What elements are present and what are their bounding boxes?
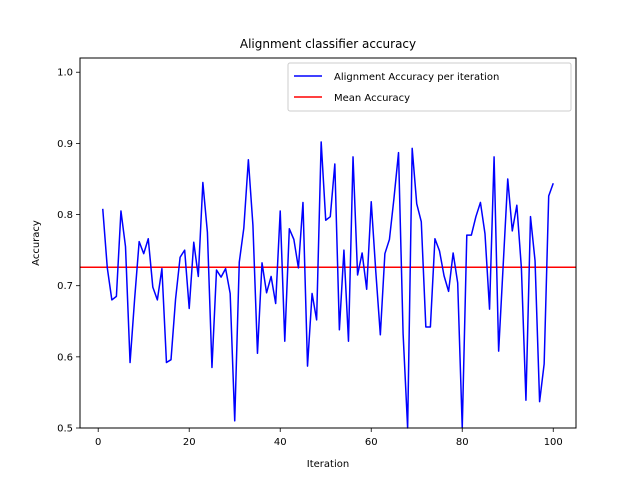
- plot-frame: [79, 57, 577, 429]
- series-line: [102, 141, 554, 429]
- y-tick-label: 0.9: [57, 139, 73, 150]
- y-tick-label: 1.0: [57, 68, 73, 79]
- x-tick-label: 0: [95, 437, 101, 448]
- x-axis-label: Iteration: [307, 459, 349, 470]
- chart-title: Alignment classifier accuracy: [240, 37, 416, 51]
- y-tick-label: 0.6: [57, 352, 73, 363]
- legend-box: [287, 62, 572, 112]
- x-tick-label: 20: [183, 437, 196, 448]
- y-tick-label: 0.7: [57, 281, 73, 292]
- x-tick-label: 100: [544, 437, 563, 448]
- y-axis: 0.5 0.6 0.7 0.8 0.9 1.0: [57, 68, 80, 435]
- y-tick-label: 0.5: [57, 424, 73, 435]
- y-axis-label: Accuracy: [31, 220, 42, 266]
- legend: Alignment Accuracy per iteration Mean Ac…: [287, 62, 572, 112]
- x-tick-label: 80: [456, 437, 469, 448]
- legend-label-mean: Mean Accuracy: [334, 93, 410, 104]
- x-tick-label: 60: [365, 437, 378, 448]
- y-tick-label: 0.8: [57, 210, 73, 221]
- x-tick-label: 40: [274, 437, 287, 448]
- x-axis: 0 20 40 60 80 100: [95, 428, 563, 448]
- legend-label-series: Alignment Accuracy per iteration: [334, 72, 499, 83]
- plot-area: [80, 141, 576, 429]
